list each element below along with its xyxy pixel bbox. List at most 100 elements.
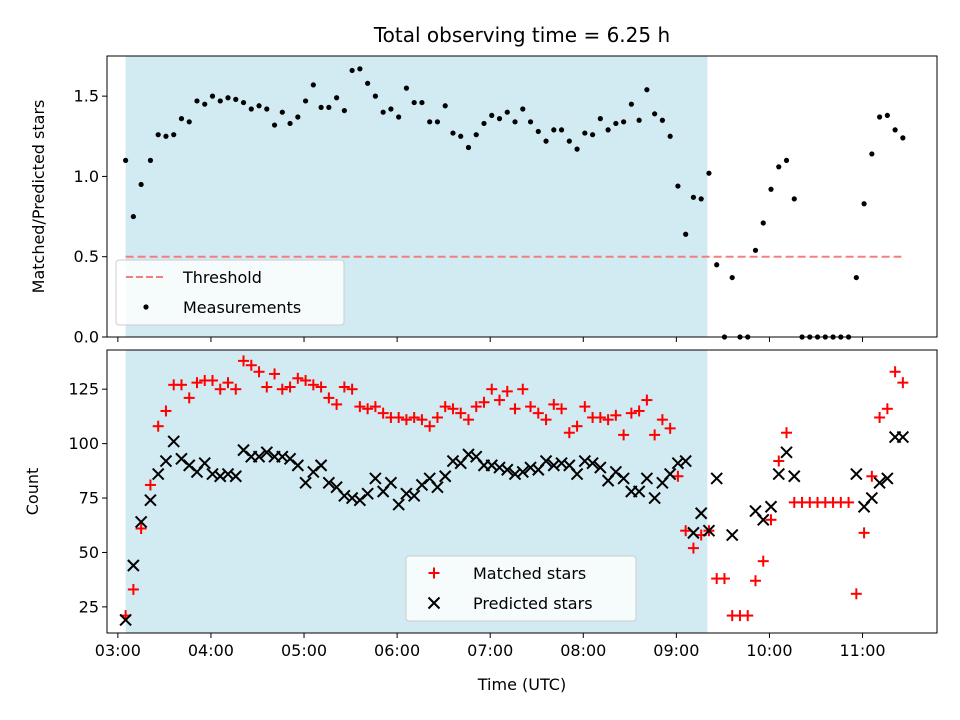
matched-star-point [416, 414, 428, 426]
predicted-star-point [896, 430, 910, 444]
chart-title: Total observing time = 6.25 h [373, 23, 670, 47]
legend-threshold-label: Threshold [182, 268, 262, 287]
predicted-star-point [881, 472, 894, 485]
predicted-star-point [221, 467, 235, 481]
measurement-point [706, 170, 712, 176]
predicted-star-point [291, 459, 305, 472]
y-tick-label: 0.5 [74, 247, 99, 266]
x-stroke [516, 465, 529, 479]
count-legend: Matched stars Predicted stars [405, 555, 637, 622]
x-stroke [896, 430, 910, 444]
matched-star-point [889, 366, 901, 378]
x-stroke [501, 463, 514, 476]
predicted-star-point [617, 472, 630, 485]
y-tick-label: 0.0 [74, 328, 99, 347]
matched-star-point [602, 414, 614, 426]
x-stroke [694, 507, 708, 520]
matched-star-point [276, 383, 288, 395]
matched-star-point [486, 383, 498, 395]
measurement-point [349, 67, 355, 74]
y-tick-label: 25 [79, 597, 99, 616]
x-stroke [206, 467, 219, 481]
measurement-point [589, 132, 596, 138]
measurement-point [675, 183, 681, 189]
predicted-star-point [252, 450, 266, 463]
matched-star-point [393, 411, 405, 423]
measurement-point [450, 130, 456, 136]
measurement-point [138, 181, 144, 188]
measurement-point [776, 164, 782, 170]
x-stroke [640, 472, 654, 485]
matched-star-point [261, 381, 273, 393]
predicted-star-point [516, 465, 529, 479]
x-stroke [788, 470, 801, 483]
x-stroke [431, 480, 444, 494]
measurement-point [574, 146, 580, 152]
x-stroke [446, 454, 460, 468]
x-stroke [524, 461, 537, 474]
measurement-point [225, 95, 231, 101]
matched-star-point [408, 411, 420, 423]
matched-star-point [183, 392, 195, 404]
x-stroke [361, 487, 374, 500]
ratio-legend-box [115, 259, 345, 326]
x-stroke [283, 452, 297, 466]
predicted-star-point [780, 446, 793, 459]
predicted-star-point [276, 450, 289, 463]
matched-star-point [346, 383, 358, 395]
legend-matched-label: Matched stars [473, 564, 586, 583]
matched-star-point [548, 398, 560, 410]
measurement-point [582, 130, 588, 136]
matched-star-point [781, 427, 793, 439]
matched-star-point [331, 398, 343, 410]
predicted-star-point [260, 446, 274, 459]
predicted-star-point [671, 456, 685, 470]
x-stroke [260, 446, 274, 459]
matched-star-point [625, 407, 637, 419]
measurement-point [365, 80, 371, 86]
predicted-star-point [594, 461, 607, 474]
predicted-star-point [314, 459, 328, 472]
measurement-point [202, 101, 208, 107]
predicted-star-point [127, 559, 140, 572]
y-tick-label: 100 [68, 434, 99, 453]
predicted-star-point [508, 467, 522, 481]
predicted-star-point [687, 526, 700, 540]
x-stroke [586, 456, 599, 470]
predicted-star-point [694, 507, 708, 520]
measurement-point [869, 151, 875, 157]
matched-star-point [610, 409, 622, 421]
matched-star-point [641, 394, 653, 406]
predicted-star-point [322, 476, 336, 489]
measurement-point [427, 119, 433, 125]
predicted-star-point [726, 528, 739, 542]
matched-star-point [269, 368, 281, 380]
predicted-star-point [167, 435, 180, 448]
matched-star-point [897, 377, 909, 389]
x-stroke [508, 467, 522, 481]
x-stroke [198, 456, 211, 470]
count-y-axis-label: Count [23, 468, 42, 516]
matched-star-point [563, 427, 575, 439]
matched-star-point [687, 542, 699, 554]
x-stroke [462, 448, 475, 461]
predicted-star-point [206, 467, 219, 481]
x-stroke [144, 494, 157, 507]
matched-star-point [843, 496, 855, 508]
measurement-point [310, 82, 316, 88]
predicted-star-point [229, 470, 242, 483]
matched-star-point [439, 401, 451, 413]
matched-star-point [144, 479, 156, 491]
x-stroke [159, 454, 173, 468]
x-stroke [183, 459, 196, 472]
predicted-star-point [586, 456, 599, 470]
matched-star-point [400, 414, 412, 426]
x-tick-label: 10:00 [746, 641, 792, 660]
predicted-star-point [873, 476, 886, 489]
predicted-star-point [438, 470, 452, 483]
x-tick-label: 05:00 [281, 641, 327, 660]
x-stroke [578, 454, 592, 468]
x-stroke [671, 456, 685, 470]
legend-x-mark [427, 596, 441, 610]
matched-star-point [517, 383, 529, 395]
